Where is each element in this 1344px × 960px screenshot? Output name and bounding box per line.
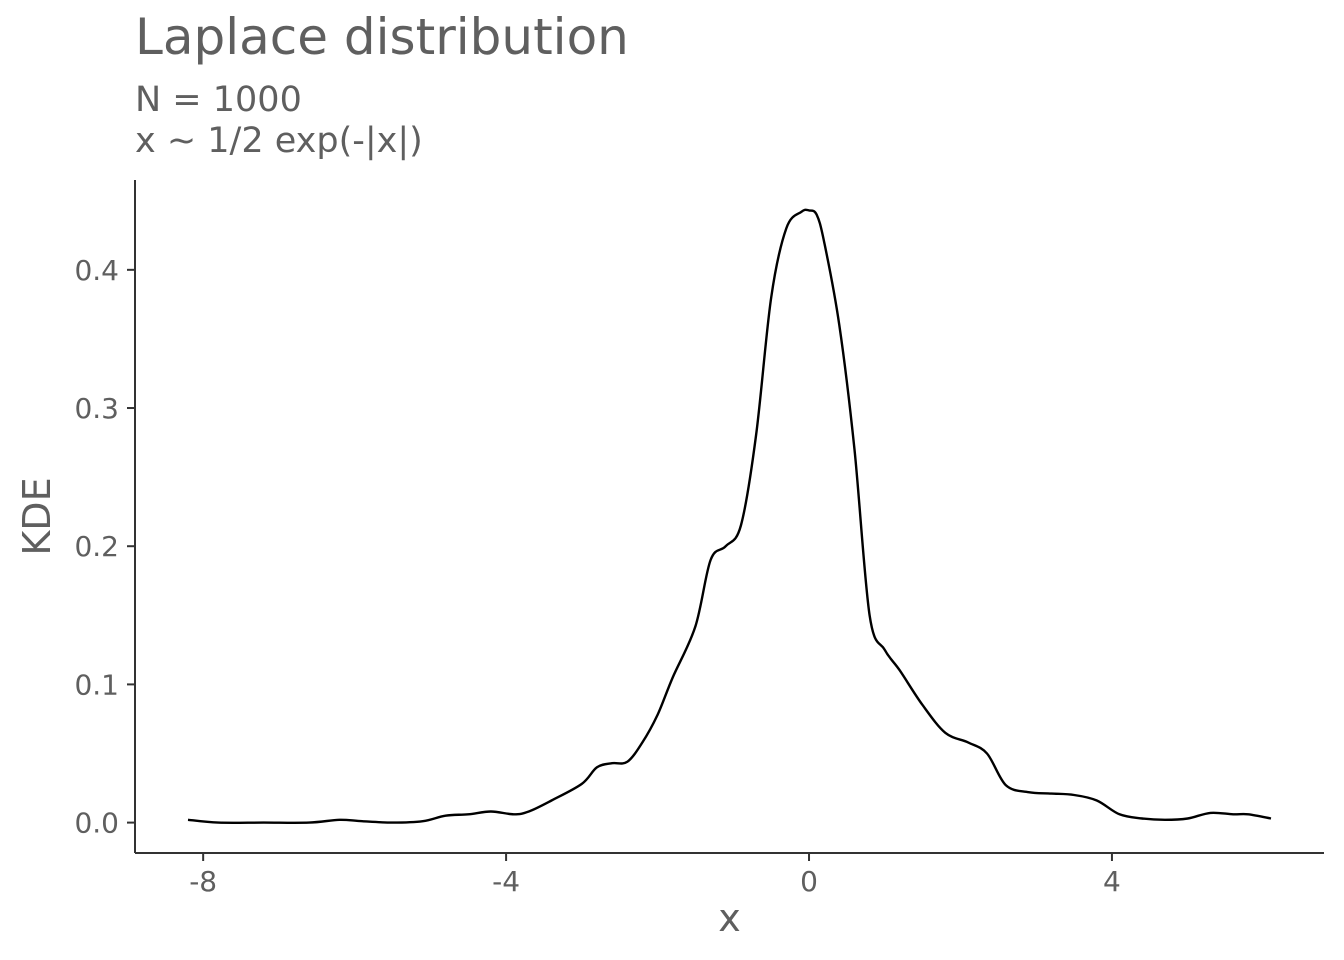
- chart-axes: [134, 180, 1324, 854]
- y-tick-label: 0.1: [74, 668, 119, 701]
- x-tick-label: 4: [1103, 865, 1121, 898]
- chart-subtitle-sample-size: N = 1000: [135, 80, 302, 120]
- y-tick-label: 0.0: [74, 807, 119, 840]
- y-tick-label: 0.3: [74, 392, 119, 425]
- y-axis-title: KDE: [15, 477, 59, 555]
- kde-density-line: [187, 208, 1272, 825]
- x-tick-label: -4: [492, 865, 520, 898]
- series-layer: [187, 208, 1272, 825]
- x-axis-ticks: -8 -4 0 4: [189, 853, 1121, 898]
- chart-title: Laplace distribution: [135, 8, 629, 66]
- x-axis-title: x: [718, 896, 741, 940]
- y-axis-ticks: 0.0 0.1 0.2 0.3 0.4: [74, 254, 135, 840]
- x-tick-label: 0: [800, 865, 818, 898]
- y-tick-label: 0.2: [74, 530, 119, 563]
- chart-subtitle-formula: x ~ 1/2 exp(-|x|): [135, 121, 423, 161]
- y-tick-label: 0.4: [74, 254, 119, 287]
- x-tick-label: -8: [189, 865, 217, 898]
